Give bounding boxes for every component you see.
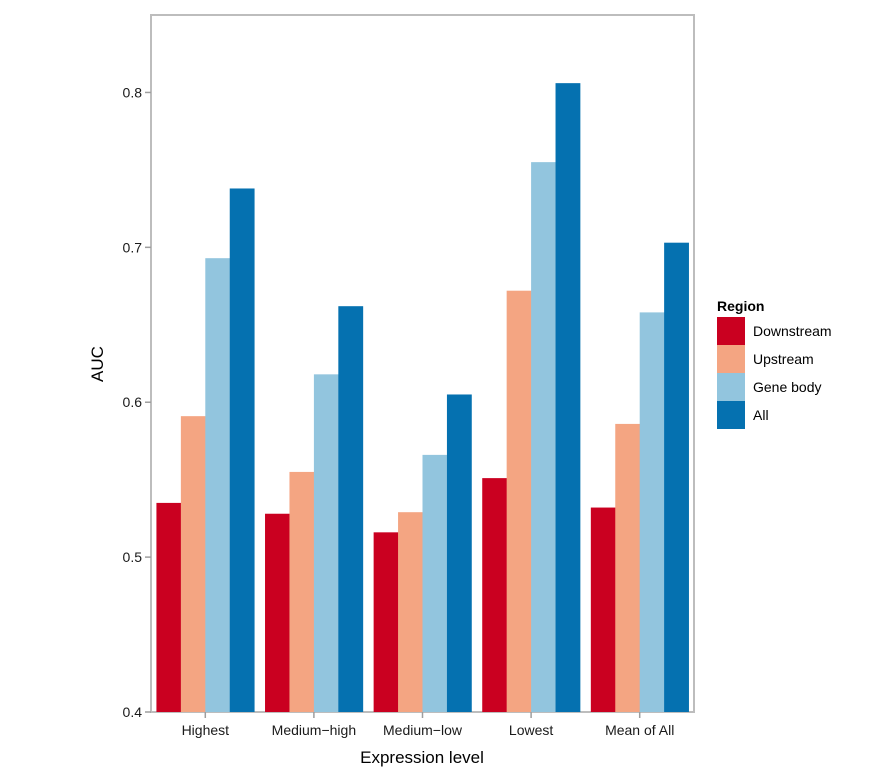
bar-medium-low-upstream	[398, 512, 423, 712]
bar-highest-upstream	[180, 416, 206, 712]
y-tick-label: 0.4	[123, 704, 143, 720]
legend-label-all: All	[753, 407, 769, 423]
bar-lowest-gene-body	[531, 162, 556, 712]
bar-mean-of-all-all	[664, 242, 689, 712]
bar-medium-high-upstream	[289, 471, 315, 712]
bar-mean-of-all-downstream	[590, 507, 616, 712]
y-tick-label: 0.5	[123, 549, 143, 565]
legend: Region Downstream Upstream Gene body All	[717, 298, 832, 429]
x-tick-label: Highest	[182, 722, 230, 738]
bar-lowest-upstream	[506, 290, 532, 712]
bars-group	[156, 83, 689, 713]
bar-medium-low-downstream	[373, 532, 399, 712]
legend-swatch-gene-body	[717, 373, 745, 401]
bar-mean-of-all-upstream	[615, 423, 641, 712]
x-tick-label: Lowest	[509, 722, 553, 738]
bar-lowest-all	[555, 83, 581, 712]
legend-label-gene-body: Gene body	[753, 379, 822, 395]
y-axis: 0.4 0.5 0.6 0.7 0.8	[123, 84, 151, 720]
x-tick-label: Mean of All	[605, 722, 674, 738]
y-tick-label: 0.6	[123, 394, 143, 410]
bar-highest-downstream	[156, 502, 182, 712]
bar-medium-high-gene-body	[313, 374, 339, 712]
bar-medium-low-gene-body	[422, 454, 448, 712]
legend-label-downstream: Downstream	[753, 323, 832, 339]
bar-highest-gene-body	[205, 258, 231, 712]
bar-medium-low-all	[446, 394, 472, 712]
y-tick-label: 0.8	[123, 84, 143, 100]
y-tick-label: 0.7	[123, 239, 143, 255]
legend-label-upstream: Upstream	[753, 351, 814, 367]
bar-medium-high-all	[338, 306, 364, 712]
bar-highest-all	[229, 188, 255, 713]
bar-medium-high-downstream	[265, 513, 290, 712]
x-tick-label: Medium−low	[383, 722, 463, 738]
bar-lowest-downstream	[482, 478, 508, 712]
x-tick-label: Medium−high	[272, 722, 356, 738]
legend-swatch-downstream	[717, 317, 745, 345]
y-axis-title: AUC	[88, 346, 107, 382]
legend-swatch-upstream	[717, 345, 745, 373]
legend-title: Region	[717, 298, 764, 314]
x-axis: Highest Medium−high Medium−low Lowest Mean o…	[182, 712, 674, 738]
x-axis-title: Expression level	[360, 748, 484, 767]
bar-mean-of-all-gene-body	[639, 312, 665, 712]
legend-swatch-all	[717, 401, 745, 429]
